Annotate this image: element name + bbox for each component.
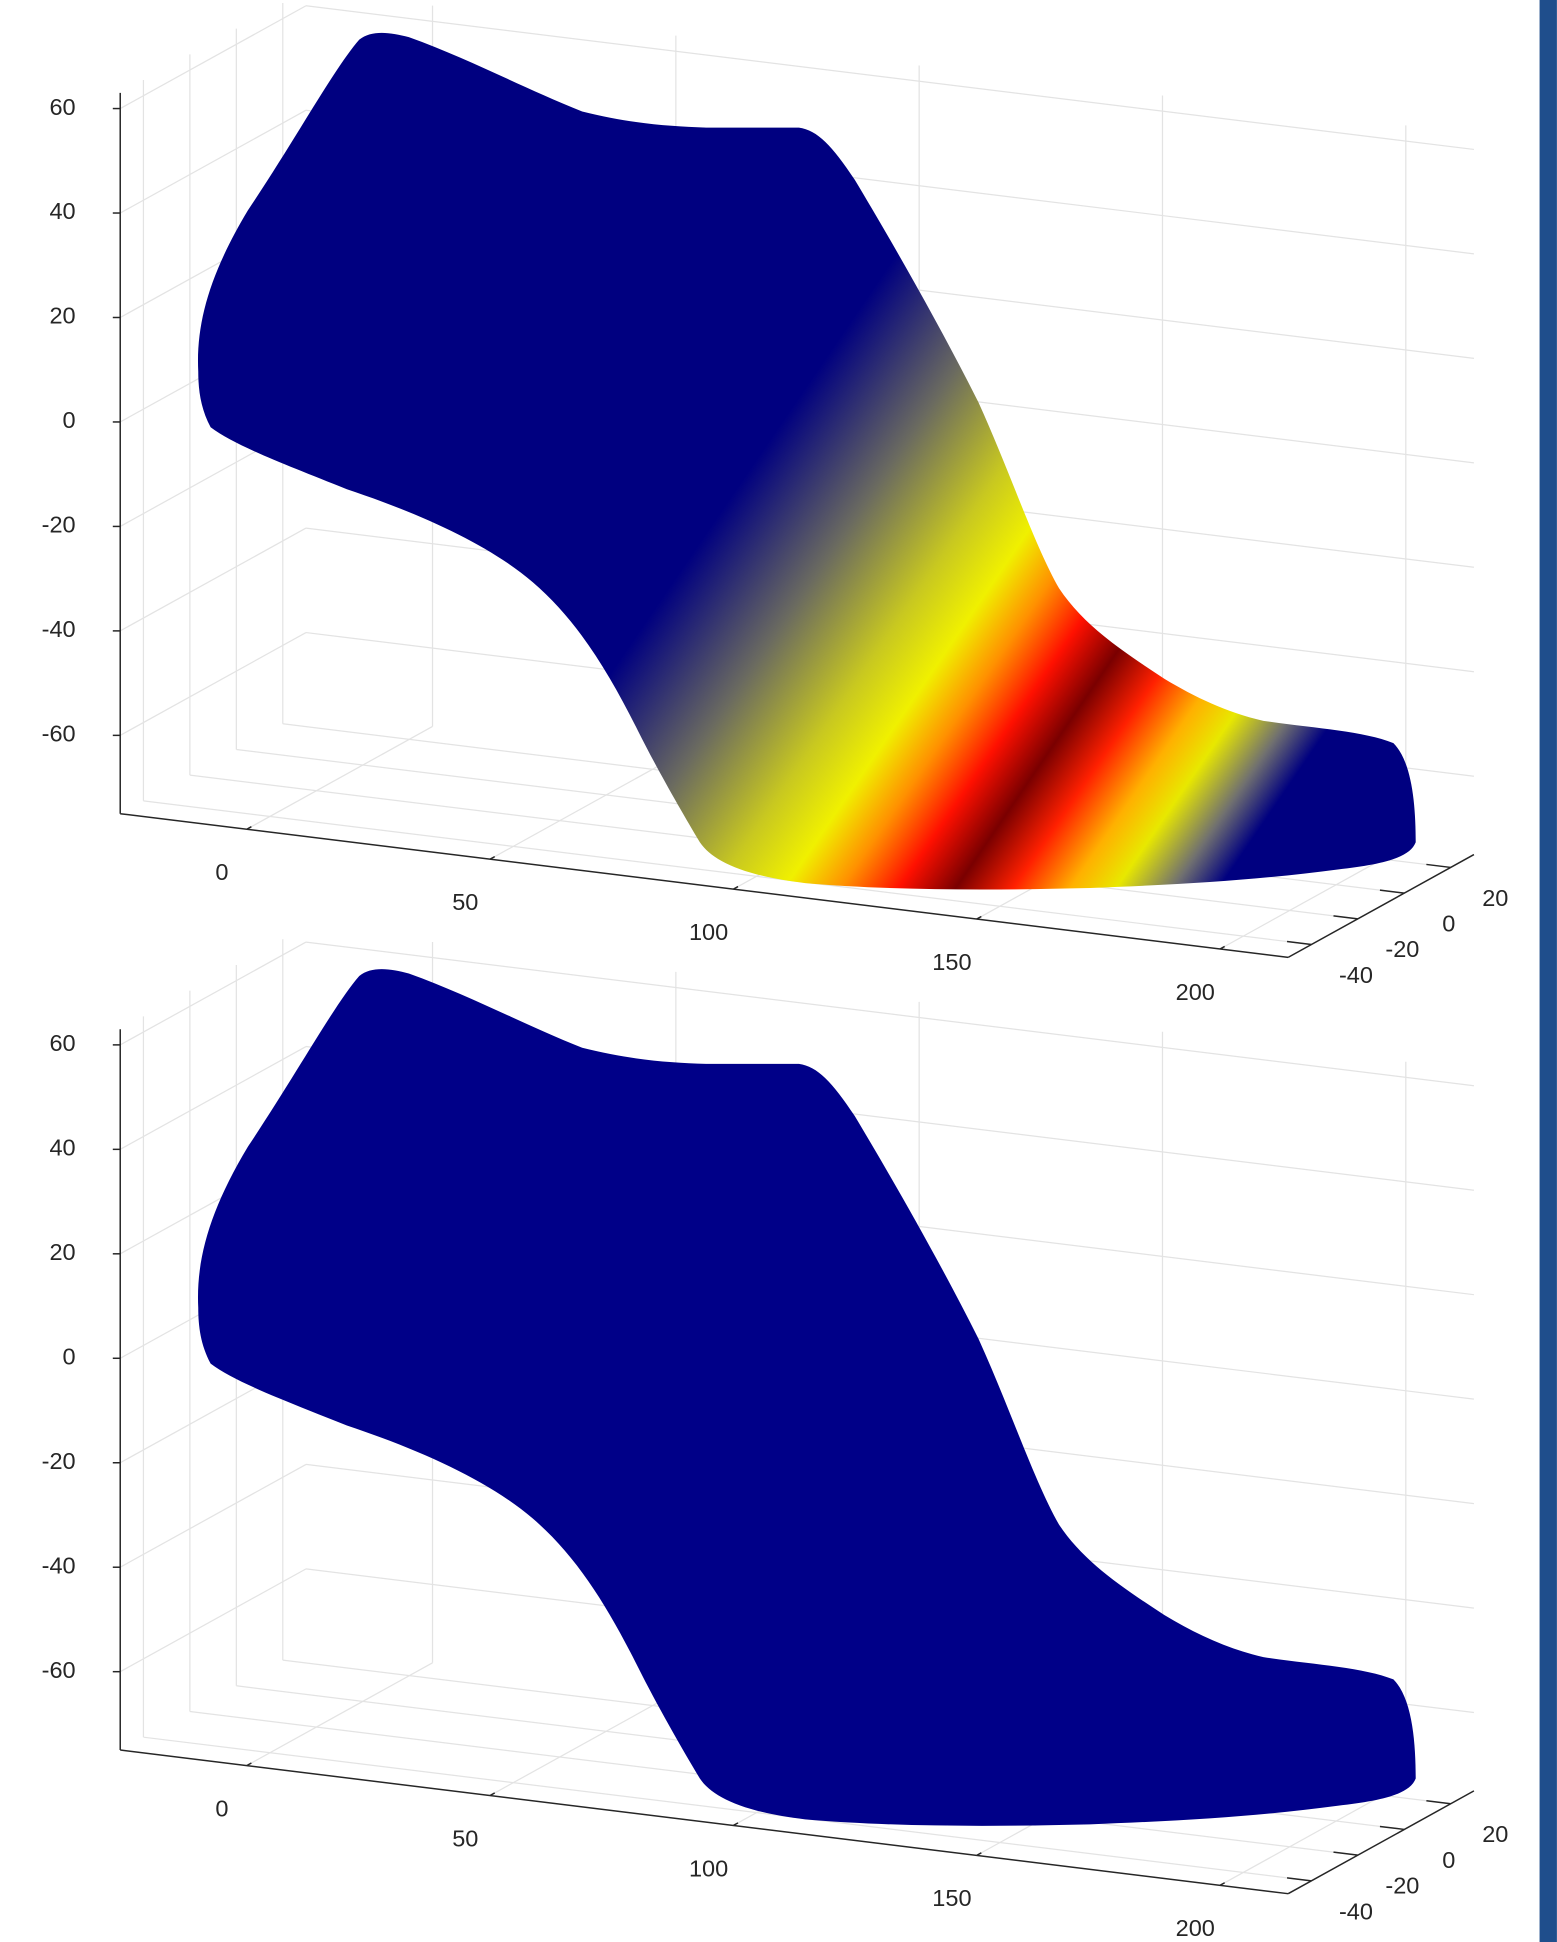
grid-line	[305, 941, 1475, 1087]
tick-mark	[1426, 863, 1451, 869]
grid-line	[489, 1692, 677, 1797]
y-tick-label: 0	[1442, 911, 1455, 937]
x-tick-label: 0	[215, 1795, 228, 1821]
y-axis	[1287, 1790, 1475, 1895]
tick-mark	[1379, 1825, 1405, 1831]
tick-mark	[1333, 1851, 1358, 1856]
grid-line	[305, 5, 1475, 151]
y-tick-label: 0	[1442, 1847, 1455, 1873]
grid-line	[143, 800, 1312, 946]
x-tick-label: 150	[932, 949, 971, 975]
x-tick-label: 0	[215, 859, 228, 885]
x-tick-label: 100	[689, 1855, 728, 1881]
z-tick-label: 60	[49, 1030, 75, 1056]
y-tick-label: -20	[1385, 1873, 1419, 1899]
grid-line	[489, 755, 677, 860]
grid-line	[119, 632, 307, 736]
tick-mark	[1286, 1877, 1312, 1882]
grid-line	[119, 527, 307, 632]
x-tick-label: 200	[1176, 1915, 1215, 1941]
x-tick-label: 100	[689, 919, 728, 945]
y-tick-label: 20	[1482, 1821, 1508, 1847]
x-tick-label: 200	[1176, 979, 1215, 1005]
surface	[197, 969, 1416, 1826]
grid-line	[246, 1662, 433, 1767]
grid-line	[246, 725, 433, 830]
tick-mark	[1333, 915, 1358, 920]
z-tick-label: 20	[49, 1239, 75, 1265]
y-tick-label: -20	[1385, 936, 1419, 962]
z-tick-label: 0	[63, 1343, 76, 1369]
z-tick-label: 40	[49, 198, 75, 224]
z-tick-label: -40	[42, 616, 76, 642]
grid-line	[143, 1736, 1312, 1882]
grid-line	[119, 5, 307, 110]
tick-mark	[1286, 940, 1312, 946]
tick-mark	[1426, 1800, 1451, 1805]
y-axis	[1287, 853, 1475, 959]
x-tick-label: 50	[452, 889, 478, 915]
z-tick-label: 40	[49, 1135, 75, 1161]
grid-line	[119, 1463, 307, 1568]
z-tick-label: 60	[49, 94, 75, 120]
x-tick-label: 50	[452, 1825, 478, 1851]
z-tick-label: -60	[42, 721, 76, 747]
x-tick-label: 150	[932, 1885, 971, 1911]
z-tick-label: -20	[42, 512, 76, 538]
x-axis	[120, 1749, 1289, 1895]
x-axis	[120, 812, 1289, 959]
z-tick-label: 0	[63, 407, 76, 433]
surface	[197, 32, 1416, 890]
y-tick-label: -40	[1339, 1898, 1373, 1924]
grid-line	[119, 1046, 307, 1150]
z-tick-label: 20	[49, 303, 75, 329]
grid-line	[119, 109, 307, 214]
tick-mark	[1379, 889, 1405, 894]
y-tick-label: -40	[1339, 962, 1373, 988]
z-tick-label: -20	[42, 1448, 76, 1474]
y-tick-label: 20	[1482, 885, 1508, 911]
z-tick-label: -60	[42, 1657, 76, 1683]
grid-line	[119, 1568, 307, 1673]
window-border	[1539, 0, 1557, 1942]
z-tick-label: -40	[42, 1552, 76, 1578]
grid-line	[119, 941, 307, 1046]
